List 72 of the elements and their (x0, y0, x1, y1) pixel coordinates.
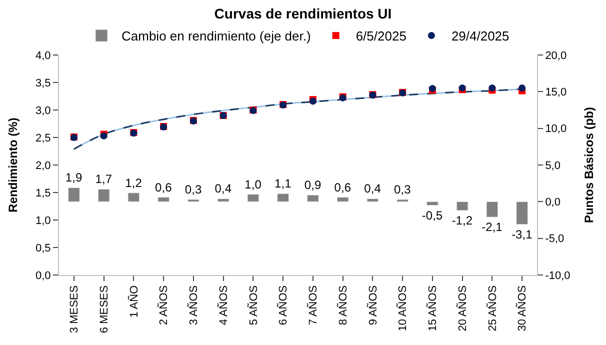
data-label: -3,1 (512, 227, 533, 242)
bar (247, 194, 260, 202)
x-tick-label: 25 AÑOS (486, 285, 499, 332)
x-tick-label: 20 AÑOS (456, 285, 469, 332)
data-label: -2,1 (482, 220, 503, 234)
x-tick-label: 6 AÑOS (276, 285, 290, 326)
x-tick-label: 30 AÑOS (516, 285, 529, 332)
data-label: 1,1 (274, 176, 292, 191)
y-tick-label: 4,0 (36, 50, 51, 62)
y2-tick-label: 0,0 (545, 196, 560, 209)
point (488, 84, 496, 92)
x-tick-label: 8 AÑOS (336, 285, 350, 326)
legend-label: 29/4/2025 (451, 28, 510, 44)
data-label: -1,2 (452, 213, 473, 228)
bar (366, 198, 379, 202)
data-label: 0,6 (334, 180, 352, 194)
data-label: 0,9 (304, 178, 322, 192)
bar (158, 197, 170, 202)
x-tick-label: 5 AÑOS (246, 285, 260, 326)
x-tick-label: 1 AÑO (127, 284, 140, 318)
y2-tick-label: 5,0 (545, 160, 560, 172)
bar (486, 201, 498, 218)
legend-label: Cambio en rendimiento (eje der.) (122, 28, 311, 44)
y2-tick-label: 15,0 (545, 86, 567, 99)
x-tick-label: 10 AÑOS (396, 285, 410, 332)
y-tick-label: 0,0 (36, 270, 51, 282)
y-tick-label: 1,5 (36, 187, 51, 200)
bar (516, 201, 528, 225)
point (518, 84, 526, 92)
y2-tick-label: 20,0 (545, 50, 567, 62)
data-label: 0,4 (214, 182, 232, 196)
bar (188, 199, 200, 202)
chart-title: Curvas de rendimientos UI (214, 5, 392, 22)
x-tick-label: 2 AÑOS (157, 285, 170, 326)
y-tick-label: 2,0 (36, 160, 51, 172)
data-label: 0,6 (155, 180, 172, 194)
bar (98, 188, 110, 202)
x-tick-label: 3 AÑOS (187, 285, 200, 326)
x-tick-label: 6 MESES (98, 285, 110, 334)
bar (336, 197, 349, 202)
bar (396, 199, 408, 202)
y-tick-label: 1,0 (36, 214, 51, 227)
y-tick-label: 0,5 (36, 242, 51, 254)
data-label: 0,3 (184, 182, 202, 196)
y-tick-label: 3,5 (36, 77, 51, 90)
y2-tick-label: -10,0 (545, 270, 570, 282)
y2-tick-label: 10,0 (545, 123, 567, 136)
y-tick-label: 2,5 (36, 132, 51, 144)
bar (456, 201, 468, 211)
x-tick-label: 7 AÑOS (306, 285, 320, 326)
x-tick-label: 3 MESES (68, 285, 81, 334)
data-label: -0,5 (422, 208, 443, 222)
bar (307, 194, 319, 202)
bar (217, 198, 230, 202)
y2-tick-label: -5,0 (545, 233, 564, 246)
data-label: 0,4 (364, 182, 382, 196)
data-label: 1,2 (125, 176, 142, 190)
x-tick-label: 9 AÑOS (366, 285, 380, 326)
bar (68, 187, 80, 202)
x-tick-label: 15 AÑOS (426, 285, 440, 332)
x-tick-label: 4 AÑOS (216, 285, 230, 326)
bar (128, 192, 140, 202)
y-tick-label: 3,0 (36, 104, 51, 117)
y2-axis-title: Puntos Básicos (pb) (582, 106, 596, 224)
y-axis-title: Rendimiento (%) (6, 118, 20, 212)
data-label: 0,3 (394, 182, 412, 196)
data-label: 1,7 (95, 172, 112, 186)
data-label: 1,0 (244, 177, 262, 192)
bar (426, 201, 438, 206)
bar (277, 193, 289, 202)
data-label: 1,9 (65, 170, 82, 185)
legend-label: 6/5/2025 (356, 28, 406, 44)
